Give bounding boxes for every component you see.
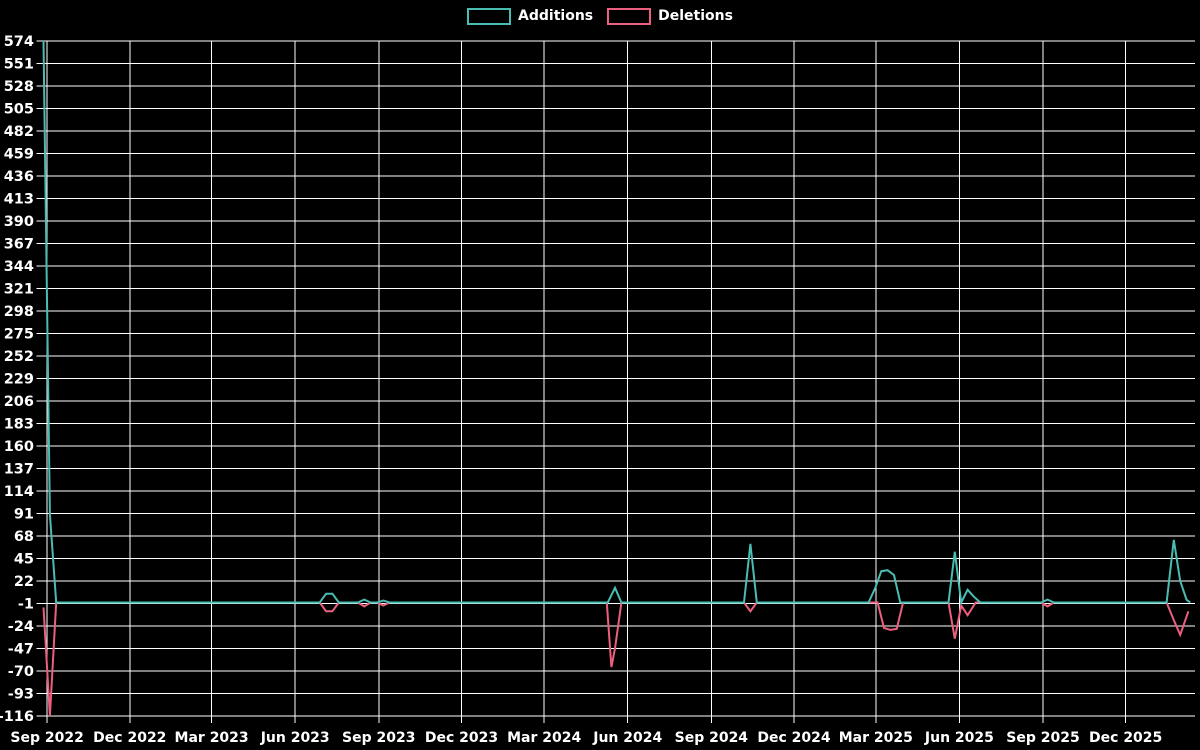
x-tick-label: Dec 2025 <box>1089 730 1162 746</box>
y-tick-label: -47 <box>8 642 34 658</box>
y-tick-label: 367 <box>4 237 34 253</box>
x-tick-label: Sep 2024 <box>675 730 749 746</box>
y-tick-label: 137 <box>4 462 34 478</box>
y-tick-label: 528 <box>4 79 34 95</box>
x-tick-label: Dec 2022 <box>93 730 166 746</box>
chart-legend: Additions Deletions <box>0 7 1200 25</box>
x-tick-label: Sep 2022 <box>10 730 83 746</box>
y-tick-label: -1 <box>18 597 34 613</box>
x-tick-label: Jun 2024 <box>592 730 662 746</box>
y-tick-label: 252 <box>4 349 34 365</box>
x-tick-label: Jun 2025 <box>924 730 994 746</box>
y-tick-label: 45 <box>14 552 34 568</box>
x-tick-label: Jun 2023 <box>260 730 330 746</box>
legend-item-additions: Additions <box>467 7 593 25</box>
x-tick-label: Sep 2023 <box>342 730 415 746</box>
legend-item-deletions: Deletions <box>607 7 733 25</box>
y-tick-label: 413 <box>4 192 34 208</box>
additions-line <box>42 40 1191 606</box>
y-tick-label: 551 <box>4 57 34 73</box>
y-tick-label: 183 <box>4 417 34 433</box>
y-tick-label: 22 <box>14 574 34 590</box>
y-tick-label: 436 <box>4 169 34 185</box>
y-tick-label: 275 <box>4 327 34 343</box>
y-tick-label: 160 <box>4 439 34 455</box>
additions-swatch-icon <box>467 7 512 25</box>
deletions-line <box>42 601 1190 717</box>
y-tick-label: 91 <box>14 507 34 523</box>
legend-label-deletions: Deletions <box>658 8 733 24</box>
x-tick-label: Mar 2023 <box>175 730 249 746</box>
deletions-swatch-icon <box>607 7 652 25</box>
y-tick-label: 68 <box>14 529 34 545</box>
y-tick-label: -116 <box>0 709 34 725</box>
x-tick-label: Sep 2025 <box>1006 730 1079 746</box>
y-tick-label: 344 <box>4 259 34 275</box>
y-tick-label: 298 <box>4 304 34 320</box>
x-tick-label: Dec 2023 <box>425 730 498 746</box>
y-tick-label: 206 <box>4 394 34 410</box>
x-tick-label: Mar 2024 <box>507 730 581 746</box>
y-tick-label: -24 <box>8 619 34 635</box>
y-tick-label: 482 <box>4 124 34 140</box>
y-tick-label: 114 <box>4 484 34 500</box>
legend-label-additions: Additions <box>518 8 594 24</box>
y-tick-label: 229 <box>4 372 34 388</box>
y-tick-label: -93 <box>8 687 34 703</box>
y-tick-label: 459 <box>4 147 34 163</box>
y-tick-label: 505 <box>4 102 34 118</box>
y-tick-label: 321 <box>4 282 34 298</box>
y-tick-label: 574 <box>4 34 34 50</box>
y-tick-label: -70 <box>8 664 34 680</box>
x-tick-label: Dec 2024 <box>757 730 831 746</box>
x-tick-label: Mar 2025 <box>839 730 913 746</box>
y-tick-label: 390 <box>4 214 34 230</box>
